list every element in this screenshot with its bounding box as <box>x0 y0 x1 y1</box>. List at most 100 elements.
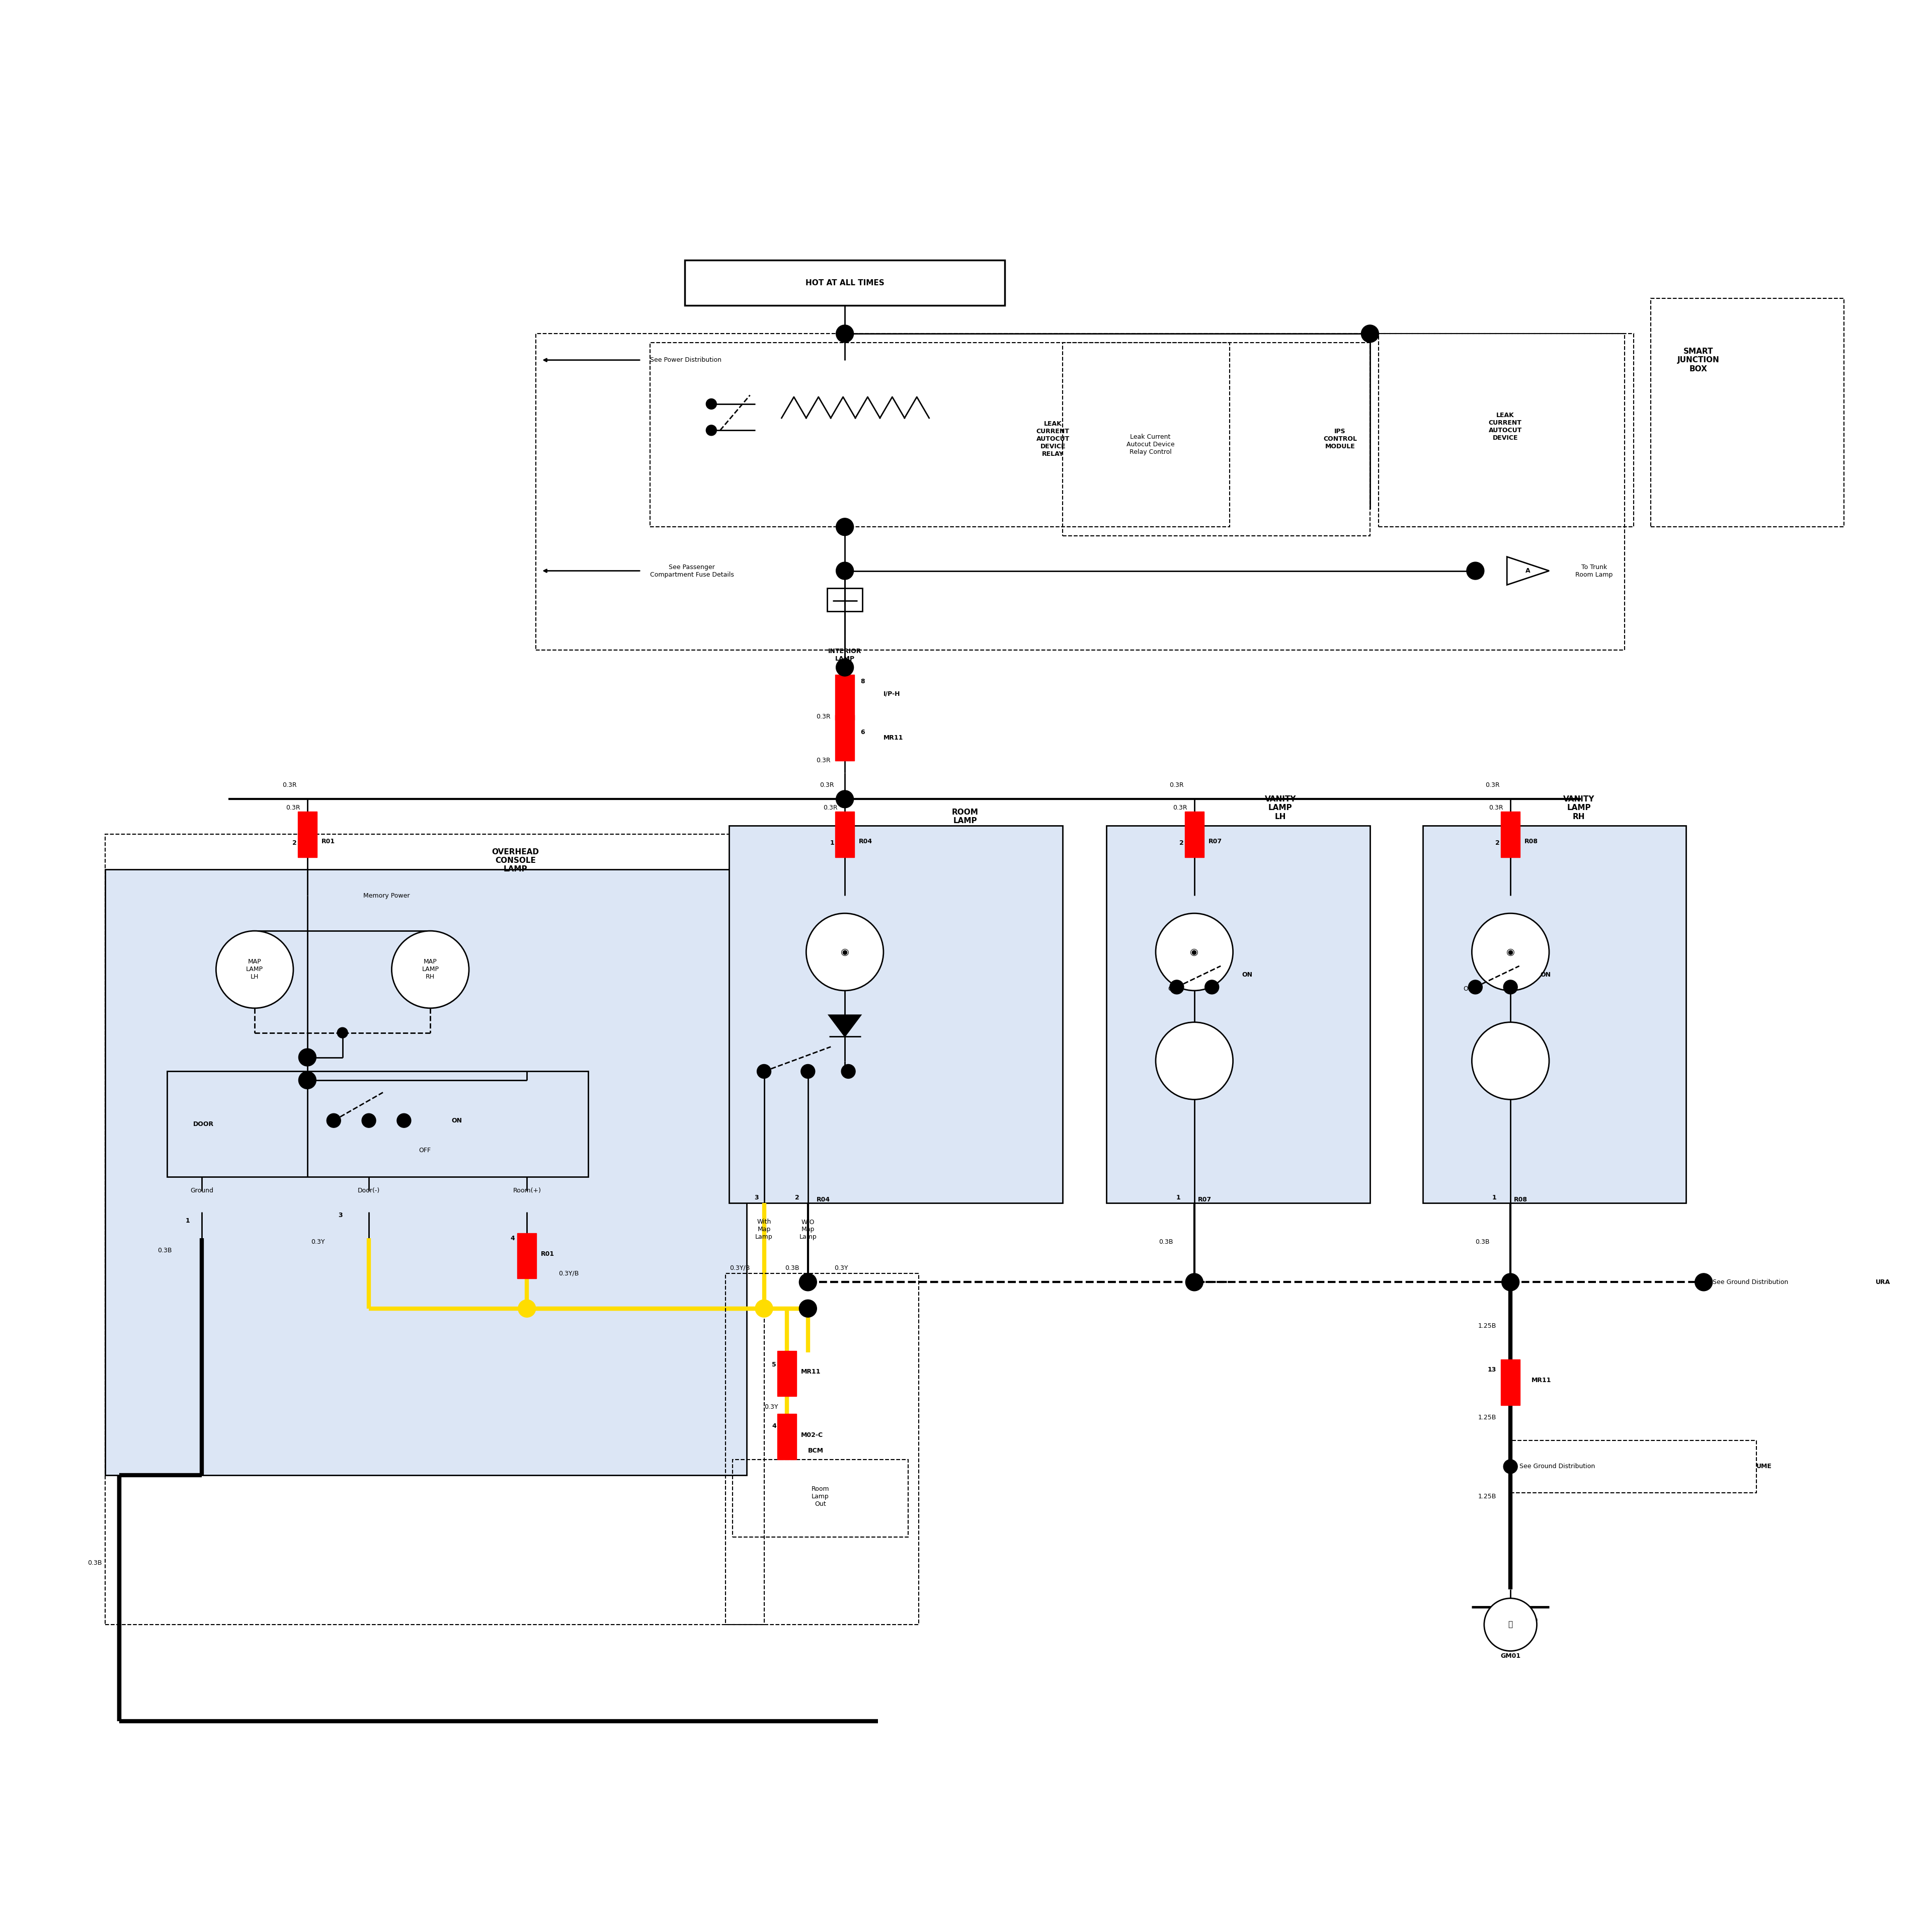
Text: OVERHEAD
CONSOLE
LAMP: OVERHEAD CONSOLE LAMP <box>493 848 539 873</box>
Circle shape <box>338 1028 348 1037</box>
Text: 0.3Y: 0.3Y <box>835 1265 848 1271</box>
Bar <box>686 261 1005 305</box>
Text: R01: R01 <box>321 838 334 844</box>
Bar <box>1422 825 1687 1204</box>
Text: 6: 6 <box>860 728 866 736</box>
Bar <box>1184 811 1204 858</box>
Circle shape <box>837 790 854 808</box>
Circle shape <box>1503 1459 1517 1474</box>
Circle shape <box>840 1065 856 1078</box>
Text: 0.3Y/B: 0.3Y/B <box>558 1269 580 1277</box>
Bar <box>166 1072 589 1177</box>
Text: 0.3B: 0.3B <box>87 1559 102 1567</box>
Text: UME: UME <box>1756 1463 1772 1470</box>
Text: OFF: OFF <box>1169 985 1180 993</box>
Circle shape <box>1501 1273 1519 1291</box>
Text: 1: 1 <box>1492 1194 1497 1202</box>
Circle shape <box>800 1300 817 1318</box>
Text: 4: 4 <box>773 1422 777 1430</box>
Text: Room(+): Room(+) <box>512 1188 541 1194</box>
Circle shape <box>299 1072 317 1090</box>
Text: See Power Distribution: See Power Distribution <box>649 357 721 363</box>
Circle shape <box>1466 562 1484 580</box>
Bar <box>1063 342 1370 535</box>
Text: 1.25B: 1.25B <box>1478 1323 1497 1329</box>
Bar <box>535 334 1625 649</box>
Text: ⏚: ⏚ <box>1509 1621 1513 1629</box>
Circle shape <box>216 931 294 1009</box>
Bar <box>518 1233 537 1279</box>
Text: See Ground Distribution: See Ground Distribution <box>1519 1463 1594 1470</box>
Text: BCM: BCM <box>808 1447 823 1455</box>
Text: 0.3Y: 0.3Y <box>765 1403 779 1410</box>
Circle shape <box>1694 1273 1712 1291</box>
Text: 1: 1 <box>1177 1194 1180 1202</box>
Bar <box>777 1414 796 1459</box>
Text: 2: 2 <box>1179 840 1184 846</box>
Text: ON: ON <box>1242 972 1252 978</box>
Text: MR11: MR11 <box>802 1368 821 1376</box>
Text: IPS
CONTROL
MODULE: IPS CONTROL MODULE <box>1323 429 1356 450</box>
Text: OFF: OFF <box>1463 985 1476 993</box>
Text: ◉: ◉ <box>1190 947 1198 956</box>
Text: 3: 3 <box>338 1211 342 1219</box>
Text: 0.3B: 0.3B <box>1474 1238 1490 1244</box>
Bar <box>725 1273 918 1625</box>
Text: With
Map
Lamp: With Map Lamp <box>755 1219 773 1240</box>
Circle shape <box>802 1065 815 1078</box>
Circle shape <box>392 931 469 1009</box>
Text: 1: 1 <box>185 1217 189 1225</box>
Circle shape <box>1362 325 1379 342</box>
Text: To Trunk
Room Lamp: To Trunk Room Lamp <box>1575 564 1613 578</box>
Text: 0.3R: 0.3R <box>282 782 298 788</box>
Text: 0.3B: 0.3B <box>158 1248 172 1254</box>
Circle shape <box>299 1049 317 1066</box>
Text: MR11: MR11 <box>883 734 904 742</box>
Text: W/O
Map
Lamp: W/O Map Lamp <box>800 1219 817 1240</box>
Circle shape <box>1186 1273 1204 1291</box>
Circle shape <box>327 1113 340 1128</box>
Text: 0.3R: 0.3R <box>817 713 831 721</box>
Bar <box>1501 1360 1520 1405</box>
Bar <box>106 869 746 1476</box>
Text: 5: 5 <box>773 1362 777 1368</box>
Text: Room
Lamp
Out: Room Lamp Out <box>811 1486 829 1507</box>
Bar <box>835 811 854 858</box>
Text: VANITY
LAMP
LH: VANITY LAMP LH <box>1265 796 1296 821</box>
Text: MAP
LAMP
RH: MAP LAMP RH <box>421 958 439 980</box>
Text: M02-C: M02-C <box>802 1432 823 1437</box>
Text: LEAK
CURRENT
AUTOCUT
DEVICE
RELAY: LEAK CURRENT AUTOCUT DEVICE RELAY <box>1036 421 1070 458</box>
Text: ROOM
LAMP: ROOM LAMP <box>952 810 978 825</box>
Bar <box>106 835 763 1625</box>
Circle shape <box>705 398 717 410</box>
Text: 1.25B: 1.25B <box>1478 1414 1497 1420</box>
Bar <box>1379 334 1633 527</box>
Circle shape <box>1206 980 1219 995</box>
Text: 3: 3 <box>753 1194 759 1202</box>
Text: Door(-): Door(-) <box>357 1188 381 1194</box>
Circle shape <box>755 1300 773 1318</box>
Text: 13: 13 <box>1488 1366 1497 1374</box>
Text: MAP
LAMP
LH: MAP LAMP LH <box>245 958 263 980</box>
Text: 2: 2 <box>794 1194 800 1202</box>
Text: VANITY
LAMP
RH: VANITY LAMP RH <box>1563 796 1594 821</box>
Text: 0.3R: 0.3R <box>819 782 835 788</box>
Circle shape <box>800 1273 817 1291</box>
Circle shape <box>1472 914 1549 991</box>
Circle shape <box>1169 980 1184 995</box>
Bar <box>777 1350 796 1397</box>
Text: A: A <box>1526 568 1530 574</box>
Bar <box>298 811 317 858</box>
Circle shape <box>361 1113 377 1128</box>
Text: I/P-H: I/P-H <box>883 690 900 697</box>
Text: Leak Current
Autocut Device
Relay Control: Leak Current Autocut Device Relay Contro… <box>1126 433 1175 456</box>
Text: 2: 2 <box>292 840 298 846</box>
Text: OFF: OFF <box>419 1148 431 1153</box>
Circle shape <box>1484 1598 1536 1652</box>
Bar <box>1652 299 1845 527</box>
Text: 0.3R: 0.3R <box>823 804 838 811</box>
Text: 0.3Y/B: 0.3Y/B <box>730 1265 750 1271</box>
Circle shape <box>1155 1022 1233 1099</box>
Text: R07: R07 <box>1198 1196 1211 1204</box>
Circle shape <box>1155 914 1233 991</box>
